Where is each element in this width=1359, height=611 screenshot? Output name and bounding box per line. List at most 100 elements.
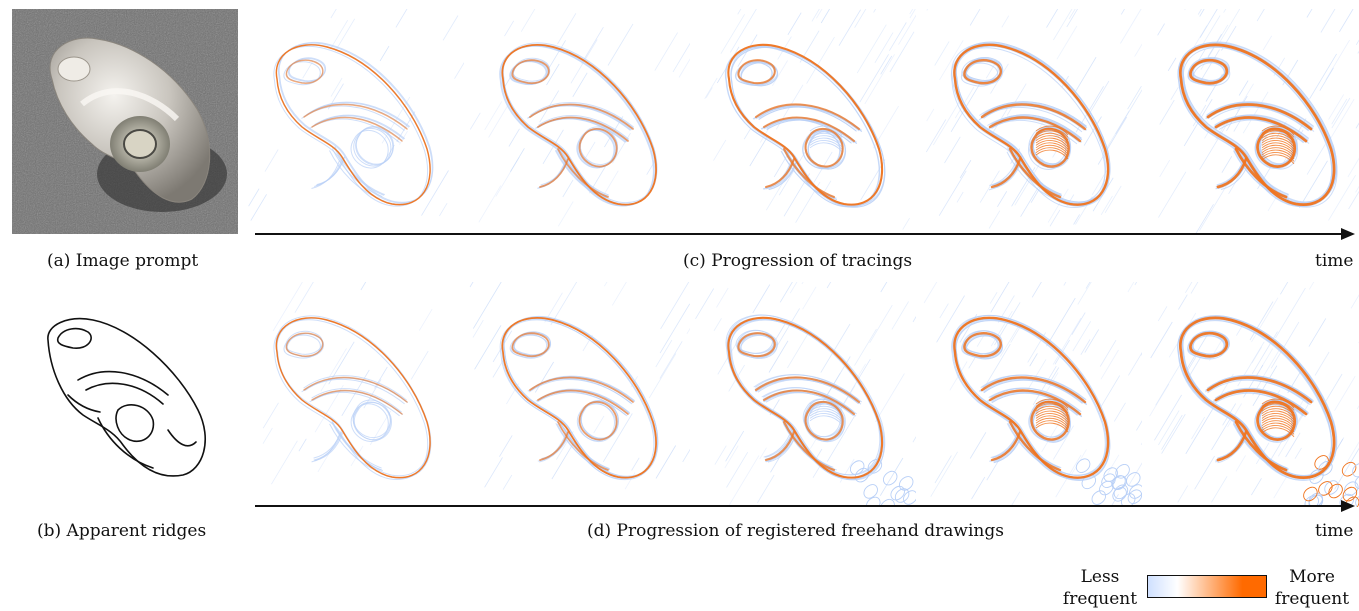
rare-stroke [1184,0,1192,11]
rare-stroke [1331,98,1348,125]
rare-stroke [950,82,981,133]
rare-stroke [1010,491,1021,507]
rare-stroke [558,148,610,197]
rare-stroke [874,32,894,64]
rare-stroke [537,159,567,189]
rare-stroke [328,341,355,385]
hatch-stroke [1035,137,1069,148]
frequent-stroke [539,158,569,188]
rare-stroke [757,474,775,504]
rare-stroke [879,457,904,496]
rare-stroke [763,391,855,417]
rare-stroke [717,342,738,375]
rare-stroke [1347,157,1359,178]
frequent-stroke [1206,103,1313,131]
frequent-stroke [1234,420,1288,472]
freehand-stage-1 [242,255,464,507]
freehand-stage-3 [694,238,936,514]
caption-apparent-ridges: (b) Apparent ridges [37,521,207,541]
rare-stroke [713,318,722,332]
rare-stroke [1270,321,1300,369]
frequent-stroke [963,332,1002,358]
hatch-stroke [1035,420,1069,430]
rare-stroke [749,136,768,167]
rare-stroke [1190,263,1210,294]
rare-stroke [1077,260,1105,305]
tracing-stage-1 [242,0,474,234]
hatch-stroke [1035,147,1069,157]
rare-stroke [1251,346,1262,364]
rare-stroke [979,170,1000,203]
rare-stroke [1334,447,1359,490]
rare-stroke [275,315,431,477]
legend-more-line1: More [1289,567,1335,587]
rare-stroke [655,445,677,479]
rare-stroke [902,217,910,230]
rare-stroke [889,31,915,73]
rare-stroke [1158,171,1187,218]
rare-stroke [593,415,605,434]
rare-stroke [1159,159,1171,178]
scribble-stroke [1127,489,1143,504]
scribble-stroke [1314,455,1329,470]
rare-stroke [1053,425,1074,460]
rare-stroke [418,308,433,331]
rare-stroke [990,262,1021,313]
sketch-graphic [469,241,707,490]
rare-stroke [873,0,882,13]
scribble-stroke [850,460,865,475]
scribble-stroke [1075,458,1091,473]
frequent-stroke [1256,400,1297,441]
rare-stroke [1073,56,1097,95]
hatch-stroke [1035,398,1069,409]
rare-stroke [801,238,830,285]
freehand-stage-4 [920,245,1167,508]
rare-stroke [1113,402,1126,422]
rare-stroke [1099,339,1117,367]
rare-stroke [1200,15,1221,49]
frequent-stroke [557,421,609,471]
rare-stroke [1306,4,1316,18]
hatch-stroke [1035,408,1069,418]
sketch-graphic [923,245,1167,508]
rare-stroke [1211,416,1233,451]
rare-stroke [936,295,965,343]
rare-stroke [1185,264,1203,294]
rare-stroke [538,115,629,140]
rare-stroke [248,188,260,207]
rare-stroke [898,0,926,45]
rare-stroke [978,107,1083,133]
rare-stroke [1319,67,1334,91]
rare-stroke [530,102,634,128]
frequent-stroke [303,103,408,130]
rare-stroke [826,415,856,462]
rare-stroke [469,241,498,288]
frequent-stroke [1030,400,1070,441]
rare-stroke [1320,5,1338,33]
frequent-stroke [1008,147,1062,199]
rare-stroke [759,447,767,460]
hatch-stroke [1261,144,1295,155]
hatch-stroke [1035,140,1069,150]
hatch-stroke [809,137,843,148]
hatch-stroke [1261,415,1295,426]
rare-stroke [607,23,634,66]
scribble-stroke [1354,476,1359,490]
frequent-stroke [1256,127,1297,168]
hatch-stroke [809,142,843,153]
rare-stroke [874,373,905,423]
rare-stroke [859,54,889,103]
hatch-stroke [1261,427,1295,438]
frequent-stroke [311,116,403,142]
hatch-stroke [1261,410,1295,421]
rare-stroke [1161,414,1183,450]
hatch-stroke [809,398,843,409]
frequent-stroke [529,103,634,130]
legend-less-line1: Less [1080,567,1120,587]
rare-stroke [1185,403,1217,455]
rare-stroke [969,0,986,26]
rare-stroke [1348,190,1359,210]
rare-stroke [1179,320,1335,481]
scribble-stroke [1342,486,1358,502]
rare-stroke [313,429,343,459]
